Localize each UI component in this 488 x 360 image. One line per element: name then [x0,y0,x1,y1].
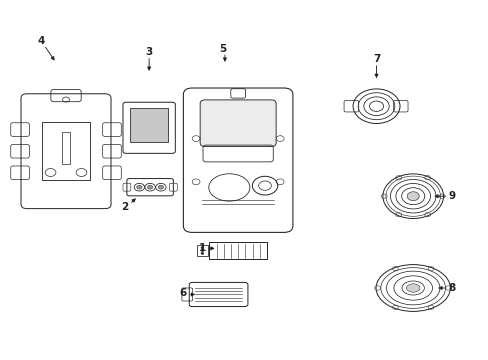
Bar [197,245,207,256]
Text: 2: 2 [121,202,128,212]
Text: 5: 5 [219,44,225,54]
Circle shape [201,249,203,252]
Bar [41,122,90,180]
Ellipse shape [406,284,419,292]
Text: 6: 6 [180,288,186,298]
Bar [61,131,70,164]
Text: 1: 1 [199,243,206,253]
Circle shape [137,185,142,189]
Bar [130,108,168,142]
Bar [209,243,266,259]
Text: 3: 3 [145,47,152,57]
Circle shape [201,252,203,255]
Text: 4: 4 [38,36,45,46]
Circle shape [158,185,163,189]
Text: 9: 9 [448,191,455,201]
Text: 8: 8 [448,283,455,293]
Circle shape [407,192,418,201]
FancyBboxPatch shape [200,100,276,147]
Circle shape [201,247,203,249]
Circle shape [147,185,152,189]
Text: 7: 7 [372,54,380,64]
